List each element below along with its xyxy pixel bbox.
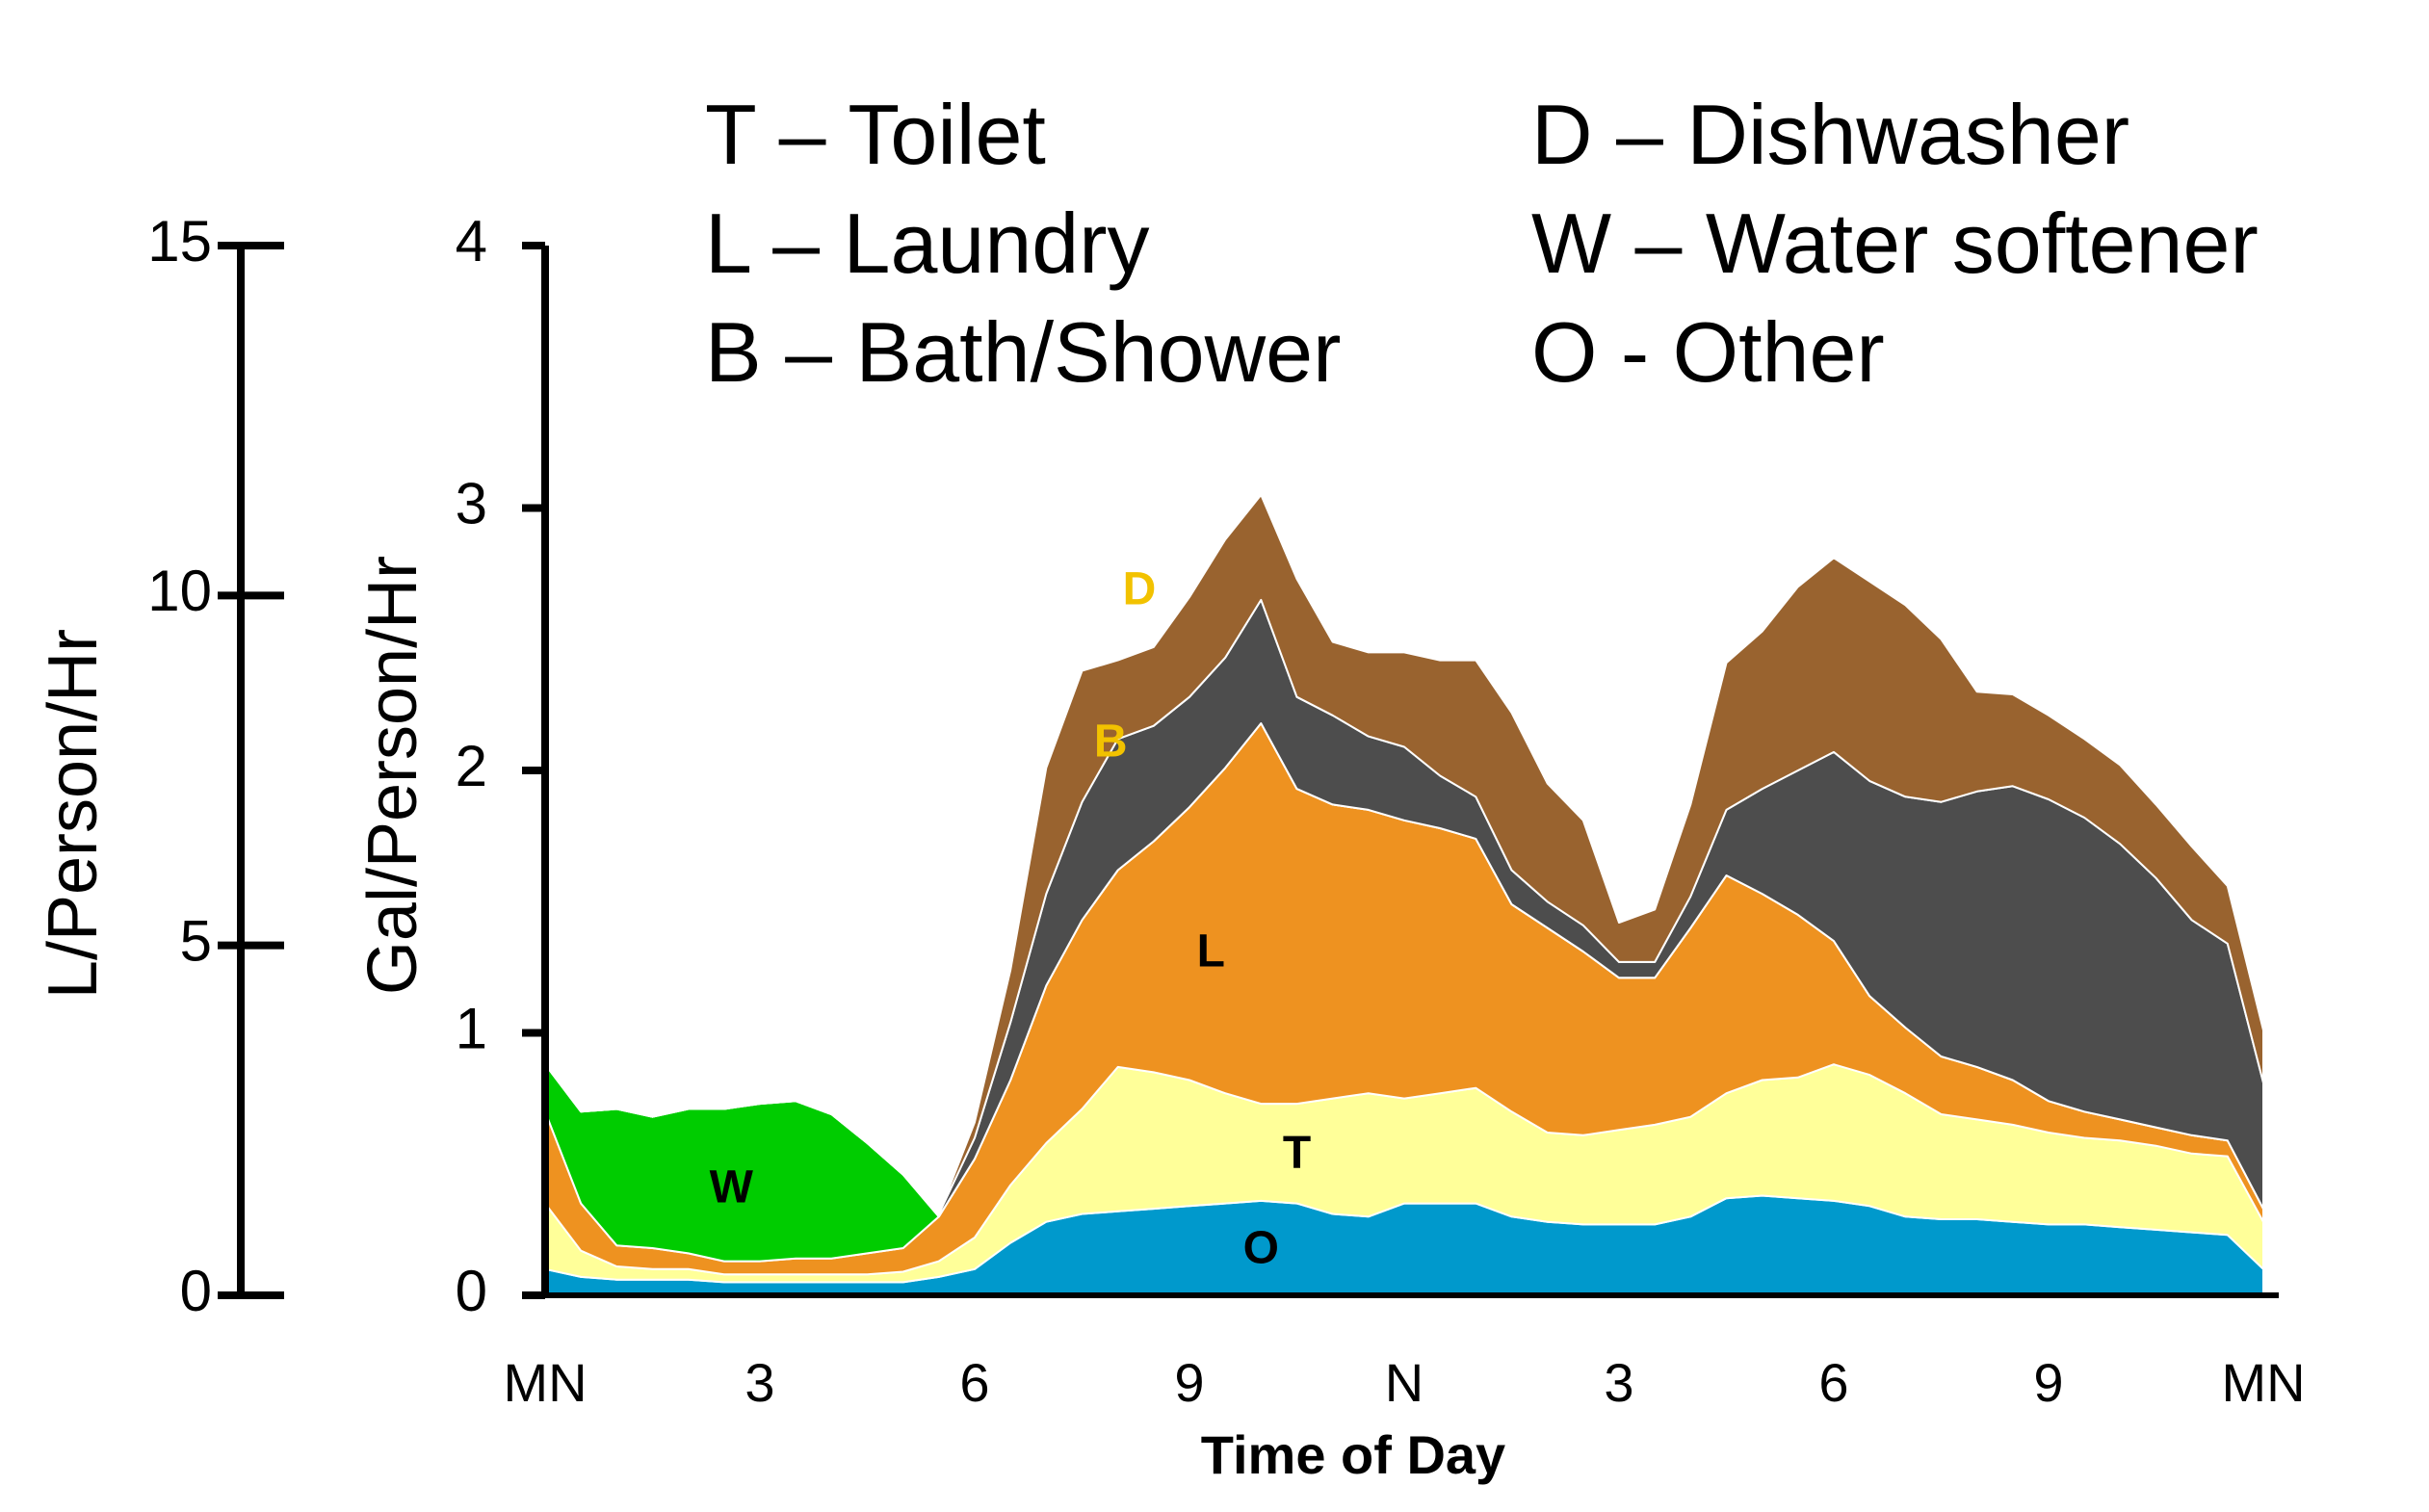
legend-entry-W: W – Water softener bbox=[1531, 196, 2259, 291]
x-axis-title: Time of Day bbox=[1201, 1424, 1505, 1485]
x-tick-label: 9 bbox=[1174, 1352, 1204, 1413]
stacked-areas bbox=[544, 493, 2264, 1296]
x-tick-label: 9 bbox=[2033, 1352, 2063, 1413]
area-label-B: B bbox=[1094, 716, 1128, 767]
legend-entry-T: T – Toilet bbox=[705, 87, 1046, 182]
secondary-y-axis-title: L/Person/Hr bbox=[35, 629, 112, 999]
x-tick-label: 3 bbox=[744, 1352, 774, 1413]
x-tick-label: N bbox=[1385, 1352, 1423, 1413]
x-tick-label: 6 bbox=[959, 1352, 989, 1413]
y-tick-label: 0 bbox=[456, 1259, 487, 1323]
legend-entry-D: D – Dishwasher bbox=[1531, 87, 2129, 182]
area-label-W: W bbox=[710, 1162, 754, 1213]
x-tick-label: MN bbox=[503, 1352, 587, 1413]
area-label-O: O bbox=[1243, 1222, 1279, 1273]
y-tick-label: 1 bbox=[456, 996, 487, 1060]
area-labels: OT L W B D bbox=[710, 563, 1312, 1273]
x-tick-label: 3 bbox=[1604, 1352, 1633, 1413]
legend-entry-O: O - Other bbox=[1531, 304, 1885, 400]
axes: 0 1 2 3 4 MN 3 6 9 N 3 6 9 MN 0 5 10 15 bbox=[147, 209, 2305, 1413]
legend-entry-L: L – Laundry bbox=[705, 196, 1150, 291]
legend: T – Toilet L – Laundry B – Bath/Shower D – … bbox=[705, 87, 2259, 400]
y-axis-title: Gal/Person/Hr bbox=[354, 556, 431, 995]
y-tick-label: 3 bbox=[456, 471, 487, 535]
x-tick-label: MN bbox=[2221, 1352, 2305, 1413]
x-tick-label: 6 bbox=[1818, 1352, 1848, 1413]
secondary-y-tick-label: 10 bbox=[147, 559, 212, 623]
secondary-y-tick-label: 5 bbox=[180, 909, 212, 974]
secondary-y-tick-label: 15 bbox=[147, 209, 212, 274]
legend-entry-B: B – Bath/Shower bbox=[705, 304, 1341, 400]
secondary-y-tick-label: 0 bbox=[180, 1259, 212, 1323]
area-D bbox=[544, 493, 2264, 1215]
y-tick-label: 4 bbox=[456, 209, 487, 274]
y-tick-label: 2 bbox=[456, 734, 487, 798]
area-label-T: T bbox=[1283, 1128, 1311, 1179]
area-label-L: L bbox=[1197, 925, 1225, 977]
area-label-D: D bbox=[1123, 563, 1157, 614]
